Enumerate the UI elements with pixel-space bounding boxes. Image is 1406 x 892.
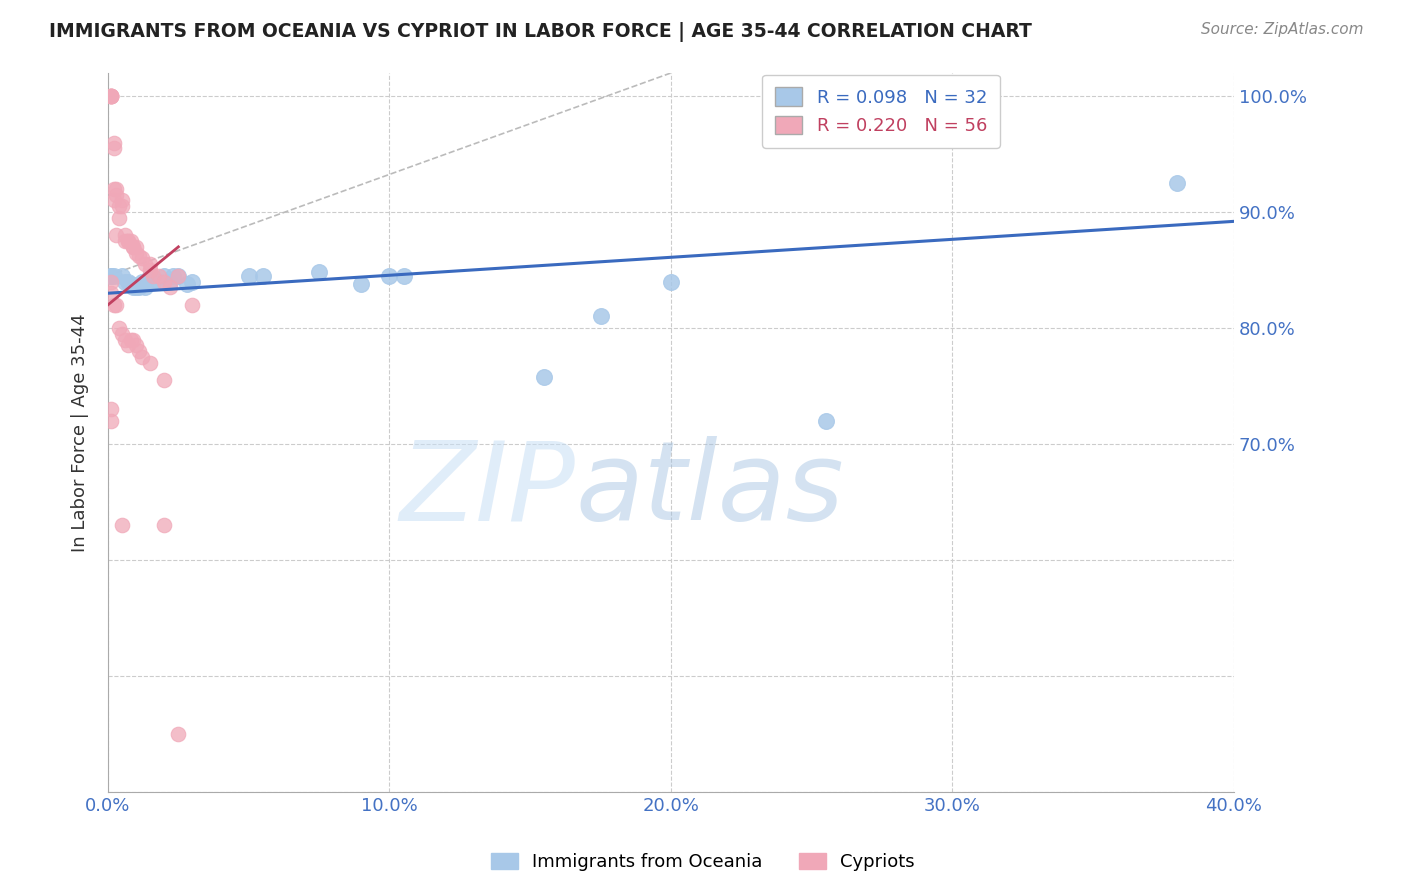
Point: [181, 275, 204, 289]
Point: [117, 234, 139, 248]
Point: [120, 277, 142, 291]
Point: [108, 211, 131, 225]
Point: [139, 268, 162, 283]
Point: [100, 89, 122, 103]
Text: Source: ZipAtlas.com: Source: ZipAtlas.com: [1201, 22, 1364, 37]
Point: [148, 275, 170, 289]
Point: [117, 275, 139, 289]
Point: [128, 344, 150, 359]
Point: [105, 228, 128, 243]
Point: [252, 268, 274, 283]
Point: [128, 280, 150, 294]
Point: [100, 89, 122, 103]
Point: [108, 321, 131, 335]
Point: [103, 298, 125, 312]
Point: [134, 280, 156, 294]
Point: [103, 141, 125, 155]
Point: [125, 245, 148, 260]
Point: [139, 356, 162, 370]
Point: [142, 268, 165, 283]
Point: [134, 257, 156, 271]
Point: [125, 338, 148, 352]
Point: [100, 286, 122, 301]
Point: [103, 194, 125, 208]
Point: [153, 518, 176, 533]
Point: [128, 249, 150, 263]
Y-axis label: In Labor Force | Age 35-44: In Labor Force | Age 35-44: [72, 313, 89, 551]
Legend: Immigrants from Oceania, Cypriots: Immigrants from Oceania, Cypriots: [484, 846, 922, 879]
Point: [105, 187, 128, 202]
Point: [125, 280, 148, 294]
Point: [100, 89, 122, 103]
Point: [181, 298, 204, 312]
Text: ZIP: ZIP: [399, 436, 575, 543]
Point: [100, 414, 122, 428]
Point: [108, 199, 131, 213]
Point: [162, 268, 184, 283]
Point: [533, 369, 555, 384]
Point: [117, 338, 139, 352]
Point: [350, 277, 373, 291]
Point: [153, 373, 176, 387]
Point: [153, 268, 176, 283]
Point: [122, 333, 145, 347]
Point: [153, 275, 176, 289]
Point: [111, 518, 134, 533]
Point: [176, 277, 198, 291]
Point: [122, 240, 145, 254]
Point: [114, 228, 136, 243]
Point: [111, 194, 134, 208]
Point: [167, 268, 190, 283]
Point: [103, 182, 125, 196]
Point: [111, 326, 134, 341]
Point: [139, 263, 162, 277]
Point: [111, 199, 134, 213]
Point: [100, 402, 122, 417]
Point: [114, 333, 136, 347]
Point: [120, 333, 142, 347]
Point: [125, 240, 148, 254]
Point: [238, 268, 260, 283]
Point: [114, 234, 136, 248]
Point: [159, 280, 181, 294]
Point: [111, 268, 134, 283]
Point: [120, 234, 142, 248]
Point: [114, 275, 136, 289]
Point: [100, 275, 122, 289]
Point: [105, 182, 128, 196]
Point: [814, 414, 837, 428]
Point: [1166, 176, 1188, 190]
Point: [142, 275, 165, 289]
Point: [139, 257, 162, 271]
Point: [100, 268, 122, 283]
Point: [100, 89, 122, 103]
Point: [589, 310, 612, 324]
Point: [122, 280, 145, 294]
Point: [131, 252, 153, 266]
Point: [100, 268, 122, 283]
Point: [159, 275, 181, 289]
Point: [122, 240, 145, 254]
Point: [167, 268, 190, 283]
Point: [148, 268, 170, 283]
Point: [103, 268, 125, 283]
Point: [392, 268, 415, 283]
Point: [100, 89, 122, 103]
Legend: R = 0.098   N = 32, R = 0.220   N = 56: R = 0.098 N = 32, R = 0.220 N = 56: [762, 75, 1000, 148]
Text: atlas: atlas: [575, 436, 844, 543]
Point: [131, 275, 153, 289]
Text: IMMIGRANTS FROM OCEANIA VS CYPRIOT IN LABOR FORCE | AGE 35-44 CORRELATION CHART: IMMIGRANTS FROM OCEANIA VS CYPRIOT IN LA…: [49, 22, 1032, 42]
Point: [308, 265, 330, 279]
Point: [105, 298, 128, 312]
Point: [378, 268, 401, 283]
Point: [659, 275, 682, 289]
Point: [117, 234, 139, 248]
Point: [167, 727, 190, 741]
Point: [131, 350, 153, 364]
Point: [103, 136, 125, 150]
